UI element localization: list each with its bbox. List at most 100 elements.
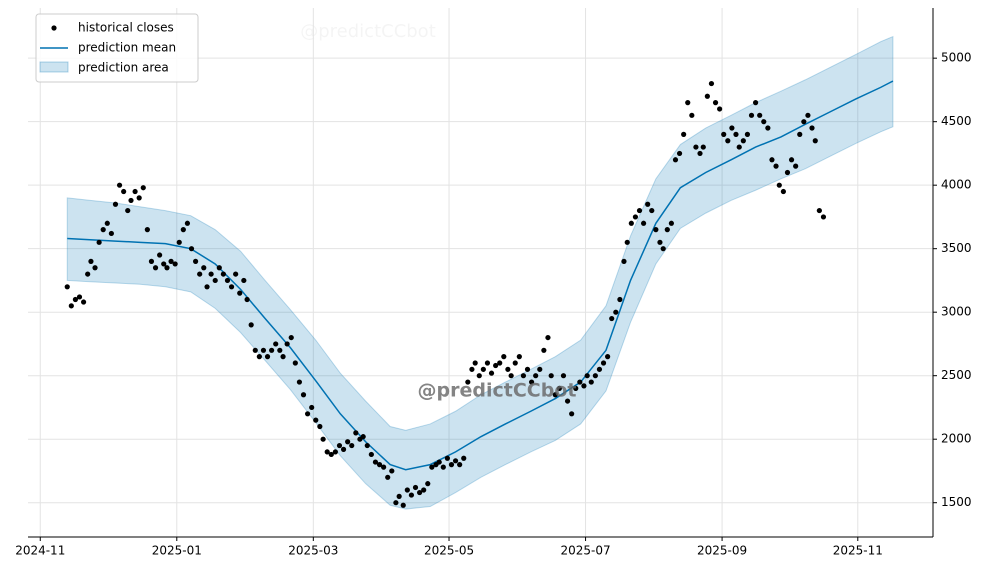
close-point (664, 227, 670, 233)
close-point (349, 442, 355, 449)
close-point (376, 462, 383, 468)
close-point (809, 125, 815, 131)
close-point (172, 261, 178, 267)
close-point (300, 392, 307, 398)
close-point (212, 277, 218, 284)
close-point (400, 502, 406, 508)
close-point (328, 451, 334, 458)
close-point (288, 334, 294, 341)
legend-label: prediction area (78, 61, 169, 75)
x-tick-label: 2025-11 (833, 544, 883, 558)
close-point (541, 347, 547, 353)
close-point (660, 246, 666, 252)
close-point (364, 442, 370, 449)
close-point (332, 449, 338, 455)
close-point (508, 373, 514, 379)
x-tick-label: 2025-01 (152, 544, 202, 558)
close-point (244, 296, 250, 303)
x-tick-label: 2025-07 (560, 544, 610, 558)
close-point (584, 373, 590, 379)
close-point (600, 360, 607, 366)
close-point (649, 207, 655, 214)
close-point (505, 366, 511, 372)
close-point (336, 442, 343, 449)
close-point (488, 370, 495, 376)
close-point (516, 354, 522, 360)
close-point (237, 290, 243, 296)
close-point (140, 185, 146, 191)
close-point (317, 423, 323, 430)
close-point (493, 362, 499, 369)
close-point (748, 112, 755, 118)
close-point (360, 434, 366, 440)
close-point (164, 265, 170, 271)
close-point (104, 220, 110, 226)
close-point (220, 271, 226, 277)
close-point (476, 373, 482, 379)
close-point (501, 354, 507, 360)
close-point (761, 119, 767, 125)
watermark: @predictCCbot (418, 380, 577, 402)
close-point (168, 258, 174, 264)
close-point (197, 271, 203, 277)
close-point (657, 239, 663, 245)
close-point (304, 411, 311, 417)
close-point (480, 366, 486, 372)
close-point (757, 112, 763, 118)
close-point (416, 489, 423, 496)
close-point (161, 261, 167, 267)
close-point (152, 265, 159, 271)
close-point (685, 100, 691, 106)
close-point (429, 464, 435, 470)
close-point (389, 468, 395, 474)
close-point (88, 258, 94, 264)
close-point (632, 214, 639, 220)
close-point (472, 360, 478, 366)
close-point (80, 299, 87, 305)
close-point (72, 296, 79, 303)
close-point (208, 271, 214, 277)
close-point (704, 93, 710, 99)
close-point (520, 373, 527, 379)
close-point (132, 188, 138, 195)
close-point (605, 354, 611, 360)
close-point (252, 347, 258, 353)
close-point (689, 112, 695, 118)
close-point (368, 451, 374, 458)
close-point (752, 100, 759, 106)
close-point (248, 322, 254, 328)
close-point (340, 446, 347, 452)
close-point (524, 366, 531, 372)
close-point (533, 373, 539, 379)
y-tick-label: 1500 (941, 495, 972, 509)
close-point (621, 258, 627, 264)
close-point (136, 195, 142, 201)
close-point (725, 138, 731, 144)
legend-marker (51, 25, 57, 31)
close-point (681, 131, 687, 137)
close-point (733, 131, 739, 137)
close-point (564, 398, 571, 404)
close-point (717, 106, 723, 112)
close-point (805, 112, 811, 118)
close-point (425, 481, 431, 487)
close-point (793, 163, 799, 169)
close-point (277, 347, 283, 353)
y-tick-label: 5000 (941, 51, 972, 65)
close-point (176, 239, 182, 245)
x-tick-label: 2024-11 (15, 544, 65, 558)
x-tick-label: 2025-05 (424, 544, 474, 558)
close-point (780, 188, 786, 195)
close-point (264, 354, 271, 360)
close-point (744, 131, 751, 137)
close-point (740, 138, 746, 144)
close-point (469, 366, 475, 372)
close-point (76, 294, 83, 300)
close-point (528, 379, 535, 385)
close-point (596, 366, 603, 372)
close-point (736, 144, 742, 150)
close-point (569, 411, 575, 417)
close-point (628, 220, 634, 226)
